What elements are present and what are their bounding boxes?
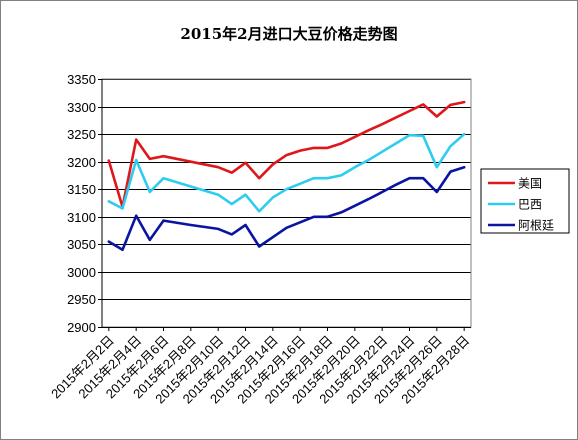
y-axis: 2900 2950 3000 3050 3100 3150 3200 3250 3300 3350: [67, 72, 103, 335]
y-tick-label: 3100: [67, 210, 96, 225]
y-tick-label: 3300: [67, 100, 96, 115]
series-line-3: [107, 165, 466, 252]
plot-area: [101, 78, 472, 328]
y-tick-label: 3150: [67, 182, 96, 197]
series-line-2: [107, 132, 466, 213]
y-tick-label: 2900: [67, 320, 96, 335]
x-axis: 2015年2月2日2015年2月4日2015年2月6日2015年2月8日2015…: [48, 327, 472, 406]
y-tick-label: 3200: [67, 155, 96, 170]
series-layer: [107, 100, 466, 252]
y-tick-label: 3000: [67, 265, 96, 280]
legend-label: 巴西: [518, 198, 542, 212]
legend-box: [480, 168, 570, 234]
y-tick-label: 3350: [67, 72, 96, 87]
series-line-1: [107, 100, 466, 209]
y-tick-label: 2950: [67, 292, 96, 307]
y-tick-label: 3250: [67, 127, 96, 142]
y-tick-label: 3050: [67, 237, 96, 252]
legend-label: 阿根廷: [518, 219, 554, 233]
legend-label: 美国: [518, 177, 542, 191]
chart-title: 2015年2月进口大豆价格走势图: [180, 25, 397, 43]
